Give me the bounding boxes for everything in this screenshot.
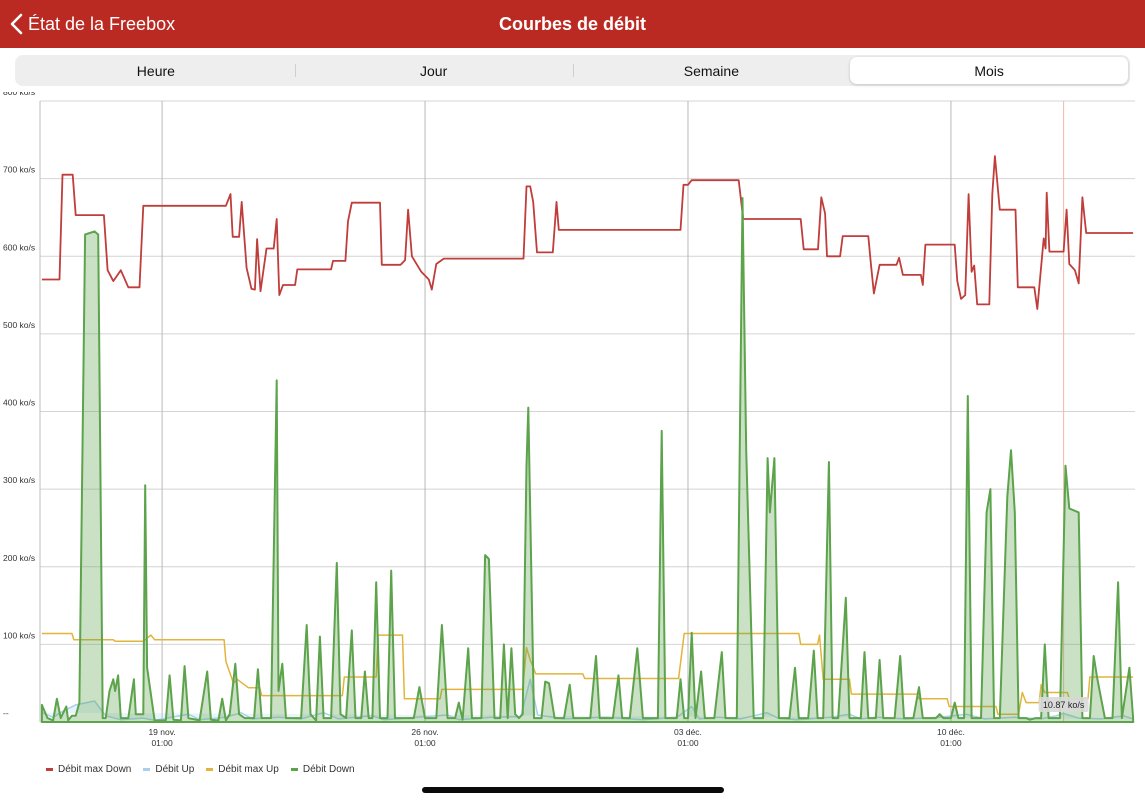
legend-label-down: Débit Down [302,764,355,775]
y-tick-label: 400 ko/s [3,398,35,408]
tooltip-label: 10.87 ko/s [1043,700,1085,710]
legend-swatch-up-max [206,768,214,771]
back-button[interactable]: État de la Freebox [10,0,175,48]
tooltip-box [1038,697,1089,713]
navigation-bar: État de la Freebox Courbes de débit [0,0,1145,48]
x-tick-label: 03 déc. [674,727,702,737]
tab-heure[interactable]: Heure [136,62,175,79]
legend-item-up-max: Débit max Up [206,764,279,775]
tab-mois[interactable]: Mois [850,57,1128,84]
throughput-chart[interactable]: 800 ko/s 700 ko/s 600 ko/s 500 ko/s 400 ko/s… [0,92,1145,752]
legend-swatch-up [143,768,151,771]
x-tick-time-label: 01:00 [940,738,962,748]
y-tick-label: 200 ko/s [3,553,35,563]
y-tick-label: 600 ko/s [3,242,35,252]
series-area-debit-down [40,197,1135,723]
legend-item-down: Débit Down [290,764,355,775]
chevron-left-icon [10,13,23,35]
y-tick-label: 300 ko/s [3,475,35,485]
legend-swatch-down [290,768,298,771]
y-tick-label: 800 ko/s [3,92,35,97]
series-line-debit-max-up [41,632,1134,715]
legend-item-up: Débit Up [143,764,194,775]
x-tick-label: 26 nov. [411,727,438,737]
back-label: État de la Freebox [28,13,176,34]
series-line-debit-max-down [41,155,1134,310]
tab-semaine[interactable]: Semaine [572,57,851,84]
legend-item-down-max: Débit max Down [46,764,131,775]
legend-swatch-down-max [46,768,53,771]
chart-legend: Débit max Down Débit Up Débit max Up Déb… [46,764,367,775]
y-tick-label: 500 ko/s [3,320,35,330]
home-indicator [422,787,724,793]
legend-label-up-max: Débit max Up [218,764,279,775]
x-tick-time-label: 01:00 [151,738,173,748]
legend-label-down-max: Débit max Down [58,764,132,775]
x-tick-time-label: 01:00 [677,738,699,748]
legend-label-up: Débit Up [155,764,195,775]
period-segmented-control: Heure Jour Semaine Mois [15,55,1130,86]
x-tick-label: 19 nov. [148,727,175,737]
y-tick-label: -- [3,708,9,718]
x-tick-time-label: 01:00 [414,738,436,748]
y-tick-label: 100 ko/s [3,630,35,640]
tab-jour[interactable]: Jour [294,57,573,84]
y-tick-label: 700 ko/s [3,165,35,175]
x-tick-label: 10 déc. [937,727,965,737]
